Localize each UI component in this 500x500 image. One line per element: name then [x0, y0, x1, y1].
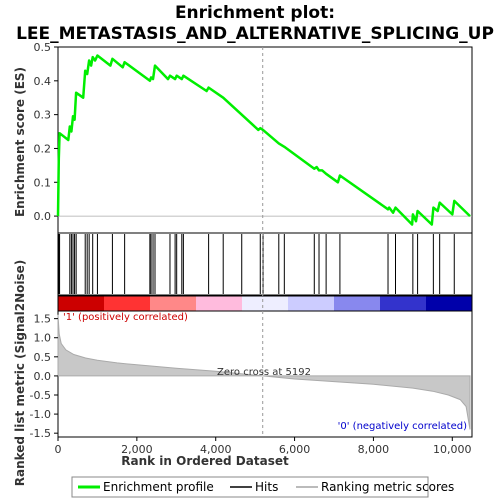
x-tick-label: 10,000 — [433, 443, 472, 456]
x-tick-label: 8,000 — [358, 443, 390, 456]
metric-y-tick-label: 0.0 — [34, 370, 52, 383]
color-bar-segment — [104, 296, 151, 311]
x-tick-label: 0 — [55, 443, 62, 456]
color-bar-segment — [58, 296, 105, 311]
zero-cross-label: Zero cross at 5192 — [217, 367, 311, 378]
color-bar-segment — [288, 296, 335, 311]
title-line-2: LEE_METASTASIS_AND_ALTERNATIVE_SPLICING_… — [16, 24, 494, 44]
color-bar-segment — [196, 296, 243, 311]
es-y-tick-label: 0.5 — [34, 41, 52, 54]
es-y-tick-label: 0.2 — [34, 142, 52, 155]
metric-y-tick-label: -0.5 — [30, 389, 51, 402]
legend-label-hits: Hits — [255, 480, 278, 494]
color-bar-segment — [426, 296, 473, 311]
metric-y-axis-label: Ranked list metric (Signal2Noise) — [13, 260, 27, 487]
title-line-1: Enrichment plot: — [175, 3, 335, 23]
x-axis-label: Rank in Ordered Dataset — [121, 454, 289, 468]
es-y-tick-label: 0.4 — [34, 75, 52, 88]
color-bar-segment — [150, 296, 197, 311]
metric-y-tick-label: -1.5 — [30, 427, 51, 440]
es-y-tick-label: 0.0 — [34, 210, 52, 223]
color-bar-segment — [380, 296, 427, 311]
es-y-tick-label: 0.3 — [34, 109, 52, 122]
es-y-axis-label: Enrichment score (ES) — [13, 67, 27, 217]
legend-label-enrichment: Enrichment profile — [103, 480, 214, 494]
negative-correlated-label: '0' (negatively correlated) — [338, 421, 467, 432]
metric-y-tick-label: 1.5 — [34, 313, 52, 326]
es-y-tick-label: 0.1 — [34, 176, 52, 189]
hits-panel — [58, 233, 472, 295]
metric-y-tick-label: -1.0 — [30, 408, 51, 421]
positive-correlated-label: '1' (positively correlated) — [63, 312, 188, 323]
metric-y-tick-label: 1.0 — [34, 332, 52, 345]
color-bar-segment — [334, 296, 381, 311]
legend-label-metric: Ranking metric scores — [321, 480, 454, 494]
color-bar-segment — [242, 296, 289, 311]
metric-y-tick-label: 0.5 — [34, 351, 52, 364]
es-panel — [58, 47, 472, 233]
